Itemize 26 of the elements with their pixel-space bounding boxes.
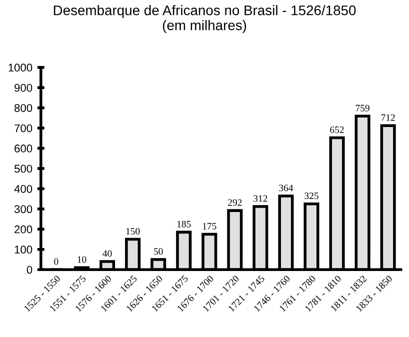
y-tick-label: 0	[26, 266, 32, 274]
chart-title: Desembarque de Africanos no Brasil - 1526/1850 (em milhares)	[54, 5, 356, 33]
data-label: 312	[254, 195, 268, 202]
y-tick-label: 900	[14, 84, 32, 92]
y-tick-label: 1000	[8, 64, 32, 72]
y-tick-label: 100	[14, 246, 32, 254]
data-label: 0	[54, 258, 58, 265]
data-label: 292	[228, 199, 242, 206]
data-label: 175	[202, 222, 216, 230]
data-label: 652	[330, 126, 344, 134]
y-tick-label: 800	[14, 104, 32, 112]
y-tick-label: 200	[14, 225, 32, 234]
y-tick-label: 400	[14, 184, 32, 193]
y-tick-label: 300	[14, 205, 32, 214]
data-label: 150	[126, 228, 140, 235]
y-tick-label: 700	[14, 124, 32, 132]
data-label: 10	[78, 256, 86, 263]
data-label: 185	[177, 220, 191, 228]
y-tick-label: 500	[14, 164, 32, 173]
data-label: 364	[279, 184, 294, 192]
data-label: 40	[102, 250, 112, 257]
data-label: 325	[304, 192, 318, 200]
y-tick-label: 600	[14, 144, 32, 152]
data-label: 759	[356, 104, 370, 112]
data-label: 712	[381, 114, 395, 121]
data-label: 50	[154, 248, 163, 255]
